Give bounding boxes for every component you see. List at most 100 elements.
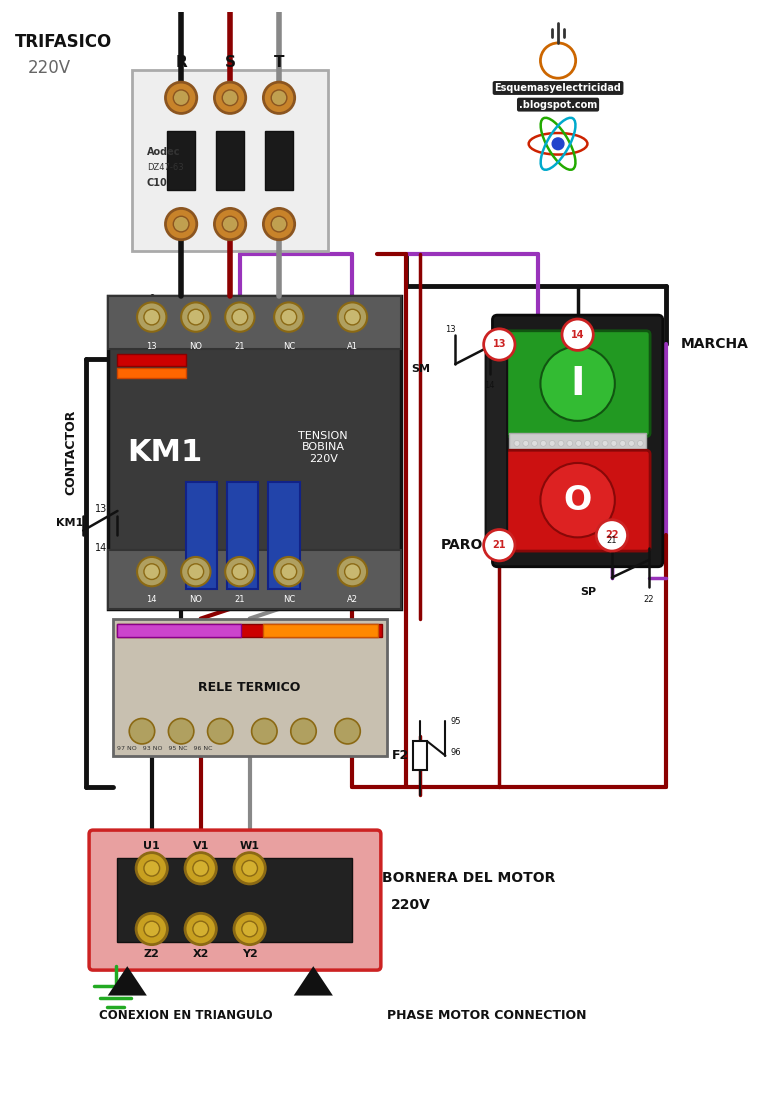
Text: 220V: 220V: [391, 897, 431, 912]
Circle shape: [271, 90, 287, 105]
Circle shape: [225, 557, 255, 587]
Circle shape: [193, 922, 208, 937]
Text: R: R: [176, 55, 187, 70]
Text: Aodec: Aodec: [147, 146, 180, 156]
Circle shape: [214, 82, 245, 113]
Circle shape: [136, 853, 167, 884]
Bar: [167, 131, 195, 190]
Text: 21: 21: [492, 540, 506, 550]
Circle shape: [532, 440, 537, 446]
Text: SM: SM: [411, 364, 430, 374]
Text: NC: NC: [283, 594, 295, 603]
Text: NO: NO: [189, 594, 202, 603]
Text: 13: 13: [147, 342, 157, 350]
Text: W1: W1: [239, 841, 260, 851]
Circle shape: [166, 208, 197, 240]
Text: CONEXION EN TRIANGULO: CONEXION EN TRIANGULO: [100, 1009, 273, 1021]
Circle shape: [264, 208, 295, 240]
Text: 22: 22: [605, 530, 619, 540]
Circle shape: [144, 922, 160, 937]
Bar: [132, 70, 328, 252]
Text: 14: 14: [147, 594, 157, 603]
Text: F2: F2: [391, 750, 409, 762]
Bar: [108, 295, 401, 609]
Circle shape: [523, 440, 529, 446]
Text: I: I: [571, 365, 585, 403]
Text: 13: 13: [492, 339, 506, 349]
Text: U1: U1: [144, 841, 160, 851]
Text: NO: NO: [189, 342, 202, 350]
Circle shape: [129, 719, 155, 744]
Circle shape: [567, 440, 573, 446]
Text: 21: 21: [235, 594, 245, 603]
Circle shape: [337, 303, 367, 332]
Circle shape: [540, 43, 575, 79]
Circle shape: [281, 309, 296, 325]
Text: C10: C10: [147, 179, 168, 189]
Circle shape: [234, 853, 265, 884]
Circle shape: [540, 346, 615, 420]
Text: KM1: KM1: [127, 438, 202, 467]
Circle shape: [173, 90, 189, 105]
Text: 14: 14: [484, 381, 495, 390]
Circle shape: [638, 440, 643, 446]
Bar: [186, 481, 217, 589]
Text: MARCHA: MARCHA: [680, 337, 749, 352]
Circle shape: [137, 303, 166, 332]
Circle shape: [252, 719, 277, 744]
Circle shape: [144, 563, 160, 580]
Text: Esquemasyelectricidad: Esquemasyelectricidad: [495, 83, 622, 93]
Circle shape: [483, 529, 515, 561]
Circle shape: [291, 719, 316, 744]
Polygon shape: [108, 966, 147, 996]
Text: PARO: PARO: [441, 538, 483, 552]
Circle shape: [344, 309, 360, 325]
Circle shape: [166, 82, 197, 113]
Circle shape: [540, 462, 615, 538]
Circle shape: [483, 329, 515, 360]
Text: O: O: [563, 484, 592, 517]
Circle shape: [629, 440, 635, 446]
Circle shape: [611, 440, 617, 446]
Circle shape: [558, 440, 564, 446]
Text: KM1: KM1: [55, 518, 83, 528]
Circle shape: [136, 914, 167, 945]
Circle shape: [562, 319, 594, 350]
Text: TRIFASICO: TRIFASICO: [14, 33, 112, 51]
Text: CONTACTOR: CONTACTOR: [64, 409, 77, 495]
Circle shape: [144, 861, 160, 876]
Circle shape: [225, 303, 255, 332]
Circle shape: [232, 309, 248, 325]
Circle shape: [222, 90, 238, 105]
Bar: [217, 131, 244, 190]
Circle shape: [540, 440, 546, 446]
Circle shape: [597, 520, 628, 551]
Circle shape: [619, 440, 625, 446]
Text: 21: 21: [606, 536, 617, 545]
Bar: [264, 623, 378, 638]
Text: 95: 95: [451, 716, 461, 726]
Text: V1: V1: [192, 841, 209, 851]
Circle shape: [222, 216, 238, 232]
Bar: [509, 433, 646, 455]
Bar: [268, 481, 299, 589]
Text: Y2: Y2: [242, 949, 258, 959]
FancyBboxPatch shape: [486, 343, 507, 539]
Circle shape: [344, 563, 360, 580]
Bar: [413, 741, 427, 771]
FancyBboxPatch shape: [505, 330, 650, 437]
Circle shape: [335, 719, 360, 744]
Bar: [118, 354, 186, 366]
Circle shape: [207, 719, 233, 744]
Text: 21: 21: [235, 342, 245, 350]
Bar: [108, 295, 401, 349]
Circle shape: [188, 309, 204, 325]
Circle shape: [144, 309, 160, 325]
Bar: [118, 623, 241, 638]
Text: 97 NO   93 NO   95 NC   96 NC: 97 NO 93 NO 95 NC 96 NC: [118, 745, 213, 751]
Circle shape: [214, 208, 245, 240]
Circle shape: [185, 853, 217, 884]
Text: NC: NC: [283, 342, 295, 350]
Text: T: T: [274, 55, 284, 70]
Circle shape: [193, 861, 208, 876]
